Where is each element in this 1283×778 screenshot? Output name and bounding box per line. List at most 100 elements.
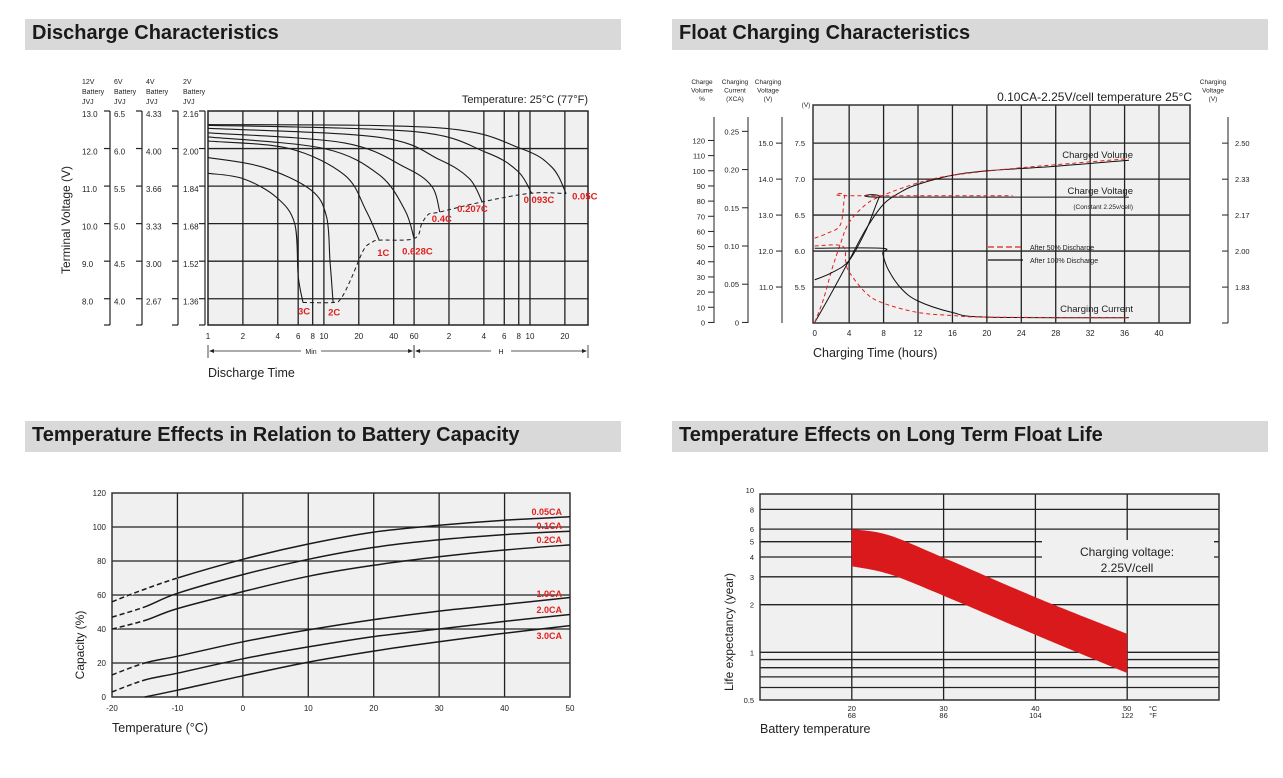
float-charging-chart: 0.10CA-2.25V/cell temperature 25°C Charg… — [691, 79, 1249, 360]
y-tick-label: 0.5 — [744, 696, 754, 705]
rate-label: 0.1CA — [536, 521, 562, 531]
temp-capacity-chart: Temperature (°C) Capacity (%) -20 -10 0 10 2… — [73, 489, 575, 735]
volume-curve — [814, 159, 1129, 323]
y-tick-label: 40 — [97, 625, 106, 634]
legend-label: After 50% Discharge — [1030, 245, 1094, 252]
x-tick-label: 0 — [812, 329, 817, 338]
plot-border — [812, 104, 1191, 324]
voltage-curve — [814, 194, 1129, 281]
volume-curve — [814, 158, 1129, 323]
x-tick-label: 8 — [310, 332, 315, 341]
y-tick-label: 60 — [97, 591, 106, 600]
y-tick-label: 2.16 — [183, 110, 199, 119]
charge-volume-tick-label: 20 — [697, 288, 705, 297]
life-expectancy-band — [851, 529, 1128, 673]
charging-current-tick-label: 0.10 — [724, 242, 739, 251]
charging-voltage-12v-header: Voltage — [757, 88, 779, 95]
temp-capacity-title: Temperature Effects in Relation to Batte… — [32, 424, 520, 446]
capacity-curve-0.1CA — [111, 530, 571, 618]
y-tick-label: 4.0 — [114, 298, 126, 307]
charge-volume-tick-label: 90 — [697, 182, 705, 191]
x-tick-label: 4 — [482, 332, 487, 341]
charged-volume-label: Charged Volume — [1062, 150, 1133, 161]
y-tick-label: 5 — [750, 538, 754, 547]
x-tick-label: 28 — [1051, 329, 1060, 338]
y-tick-label: 2 — [750, 601, 754, 610]
x-tick-label: 20 — [354, 332, 363, 341]
charge-volume-tick-label: 70 — [697, 212, 705, 221]
y-axis-header: JVJ — [183, 99, 195, 106]
rate-label: 3C — [298, 306, 310, 317]
y-tick-label: 3.66 — [146, 185, 162, 194]
charge-volume-tick-label: 120 — [692, 136, 705, 145]
capacity-curve-2.0CA — [111, 613, 571, 693]
rate-label: 0.4C — [432, 214, 452, 225]
y-tick-label: 0 — [102, 693, 107, 702]
charging-voltage-value: 2.25V/cell — [1101, 561, 1154, 575]
y-tick-label: 1.52 — [183, 260, 199, 269]
x-tick-label: 20 — [369, 704, 378, 713]
charging-current-tick-label: 0 — [735, 318, 739, 327]
plot-background — [208, 111, 588, 325]
charging-current-header: Charging — [722, 79, 749, 86]
capacity-curve-1.0CA — [111, 596, 571, 676]
y-tick-label: 8.0 — [82, 298, 94, 307]
y-axis-header: Battery — [146, 89, 169, 96]
charging-voltage-12v-header: Charging — [755, 79, 782, 86]
discharge-curve-0.628C — [207, 136, 415, 239]
y-axis-header: 2V — [183, 79, 192, 86]
y-tick-label: 8 — [750, 505, 754, 514]
rate-label: 1C — [377, 248, 389, 259]
x-tick-label: 20 — [982, 329, 991, 338]
charge-volume-header: % — [699, 96, 705, 103]
capacity-curve-3.0CA — [144, 624, 571, 698]
y-tick-label: 1.84 — [183, 185, 199, 194]
capacity-curve-0.05CA — [111, 516, 571, 603]
charge-voltage-note: (Constant 2.25v/cell) — [1073, 204, 1133, 211]
cell-voltage-tick-label: 2.33 — [1235, 175, 1250, 184]
y-tick-label: 80 — [97, 557, 106, 566]
discharge-ylabel: Terminal Voltage (V) — [59, 166, 73, 274]
charging-voltage-12v-tick-label: 11.0 — [759, 283, 773, 292]
rate-label: 0.2CA — [536, 535, 562, 545]
x-tick-label: 1 — [206, 332, 211, 341]
y-tick-label: 9.0 — [82, 260, 94, 269]
y-tick-label: 1 — [750, 648, 754, 657]
y-tick-label: 100 — [93, 523, 107, 532]
discharge-curve-0.4C — [207, 132, 441, 213]
cell-voltage-tick-label: 2.50 — [1235, 139, 1250, 148]
dashed-extrapolation-0.2CA — [111, 619, 145, 631]
rate-label: 2C — [328, 307, 340, 318]
y-axis-header: Battery — [183, 89, 206, 96]
fahrenheit-unit: °F — [1149, 711, 1157, 720]
charge-volume-tick-label: 0 — [701, 318, 705, 327]
charging-current-tick-label: 0.20 — [724, 166, 739, 175]
cell-voltage-tick-label: 1.83 — [1235, 283, 1250, 292]
charge-volume-tick-label: 60 — [697, 227, 705, 236]
annotation-box — [1042, 540, 1214, 576]
rate-label: 0.093C — [524, 195, 555, 206]
voltage-6v-header: (V) — [802, 102, 811, 109]
y-tick-label: 4.33 — [146, 110, 162, 119]
capacity-curve-0.2CA — [111, 544, 571, 630]
y-tick-label: 13.0 — [82, 110, 98, 119]
float-life-chart: Battery temperature Life expectancy (yea… — [722, 486, 1220, 736]
discharge-xlabel: Discharge Time — [208, 366, 295, 380]
y-tick-label: 3.33 — [146, 223, 162, 232]
x-tick-label: 10 — [319, 332, 328, 341]
x-tick-label: 12 — [914, 329, 923, 338]
discharge-chart: Temperature: 25°C (77°F) Discharge Time … — [59, 79, 598, 380]
y-tick-label: 6.5 — [114, 110, 126, 119]
temp-capacity-xlabel: Temperature (°C) — [112, 721, 208, 735]
rate-label: 0.05C — [572, 192, 597, 203]
x-tick-label-fahrenheit: 86 — [939, 711, 947, 720]
y-tick-label: 120 — [93, 489, 107, 498]
cell-voltage-tick-label: 2.00 — [1235, 247, 1250, 256]
range-label-bg — [491, 347, 512, 355]
discharge-curve-1C — [207, 140, 380, 241]
plot-border — [207, 110, 589, 326]
x-tick-label-celsius: 30 — [939, 704, 947, 713]
y-axis-header: 6V — [114, 79, 123, 86]
cell-voltage-tick-label: 2.17 — [1235, 211, 1250, 220]
float-life-ylabel: Life expectancy (year) — [722, 573, 736, 691]
